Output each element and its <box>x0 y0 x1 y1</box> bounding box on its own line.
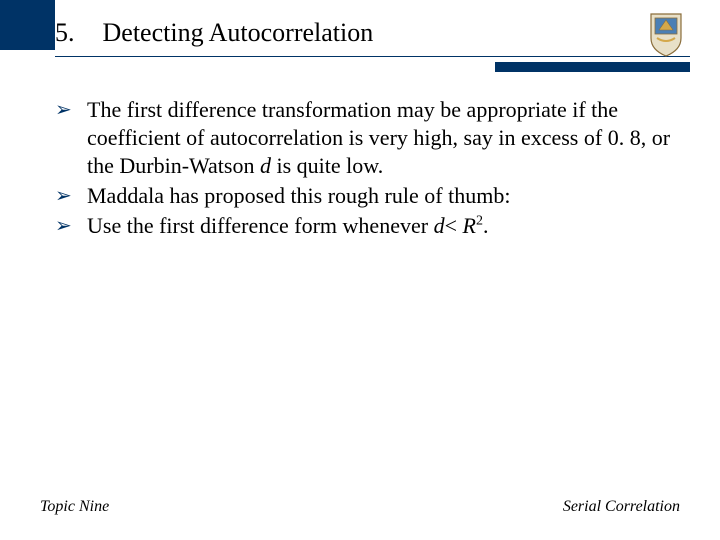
list-item: ➢ Maddala has proposed this rough rule o… <box>55 182 680 210</box>
bullet-list: ➢ The first difference transformation ma… <box>55 96 680 242</box>
header-underline <box>55 56 690 57</box>
bullet-text: Use the first difference form whenever d… <box>87 212 488 240</box>
footer-right: Serial Correlation <box>563 498 680 516</box>
bullet-marker-icon: ➢ <box>55 212 87 240</box>
footer-left: Topic Nine <box>40 498 109 516</box>
bullet-marker-icon: ➢ <box>55 96 87 180</box>
bullet-marker-icon: ➢ <box>55 182 87 210</box>
header-accent-bar <box>495 62 690 72</box>
bullet-text: The first difference transformation may … <box>87 96 680 180</box>
section-number: 5. <box>55 18 75 48</box>
list-item: ➢ The first difference transformation ma… <box>55 96 680 180</box>
corner-block <box>0 0 55 50</box>
slide-header: 5. Detecting Autocorrelation <box>55 18 690 48</box>
university-crest-icon <box>647 10 685 58</box>
bullet-text: Maddala has proposed this rough rule of … <box>87 182 510 210</box>
section-title: Detecting Autocorrelation <box>103 18 374 48</box>
list-item: ➢ Use the first difference form whenever… <box>55 212 680 240</box>
